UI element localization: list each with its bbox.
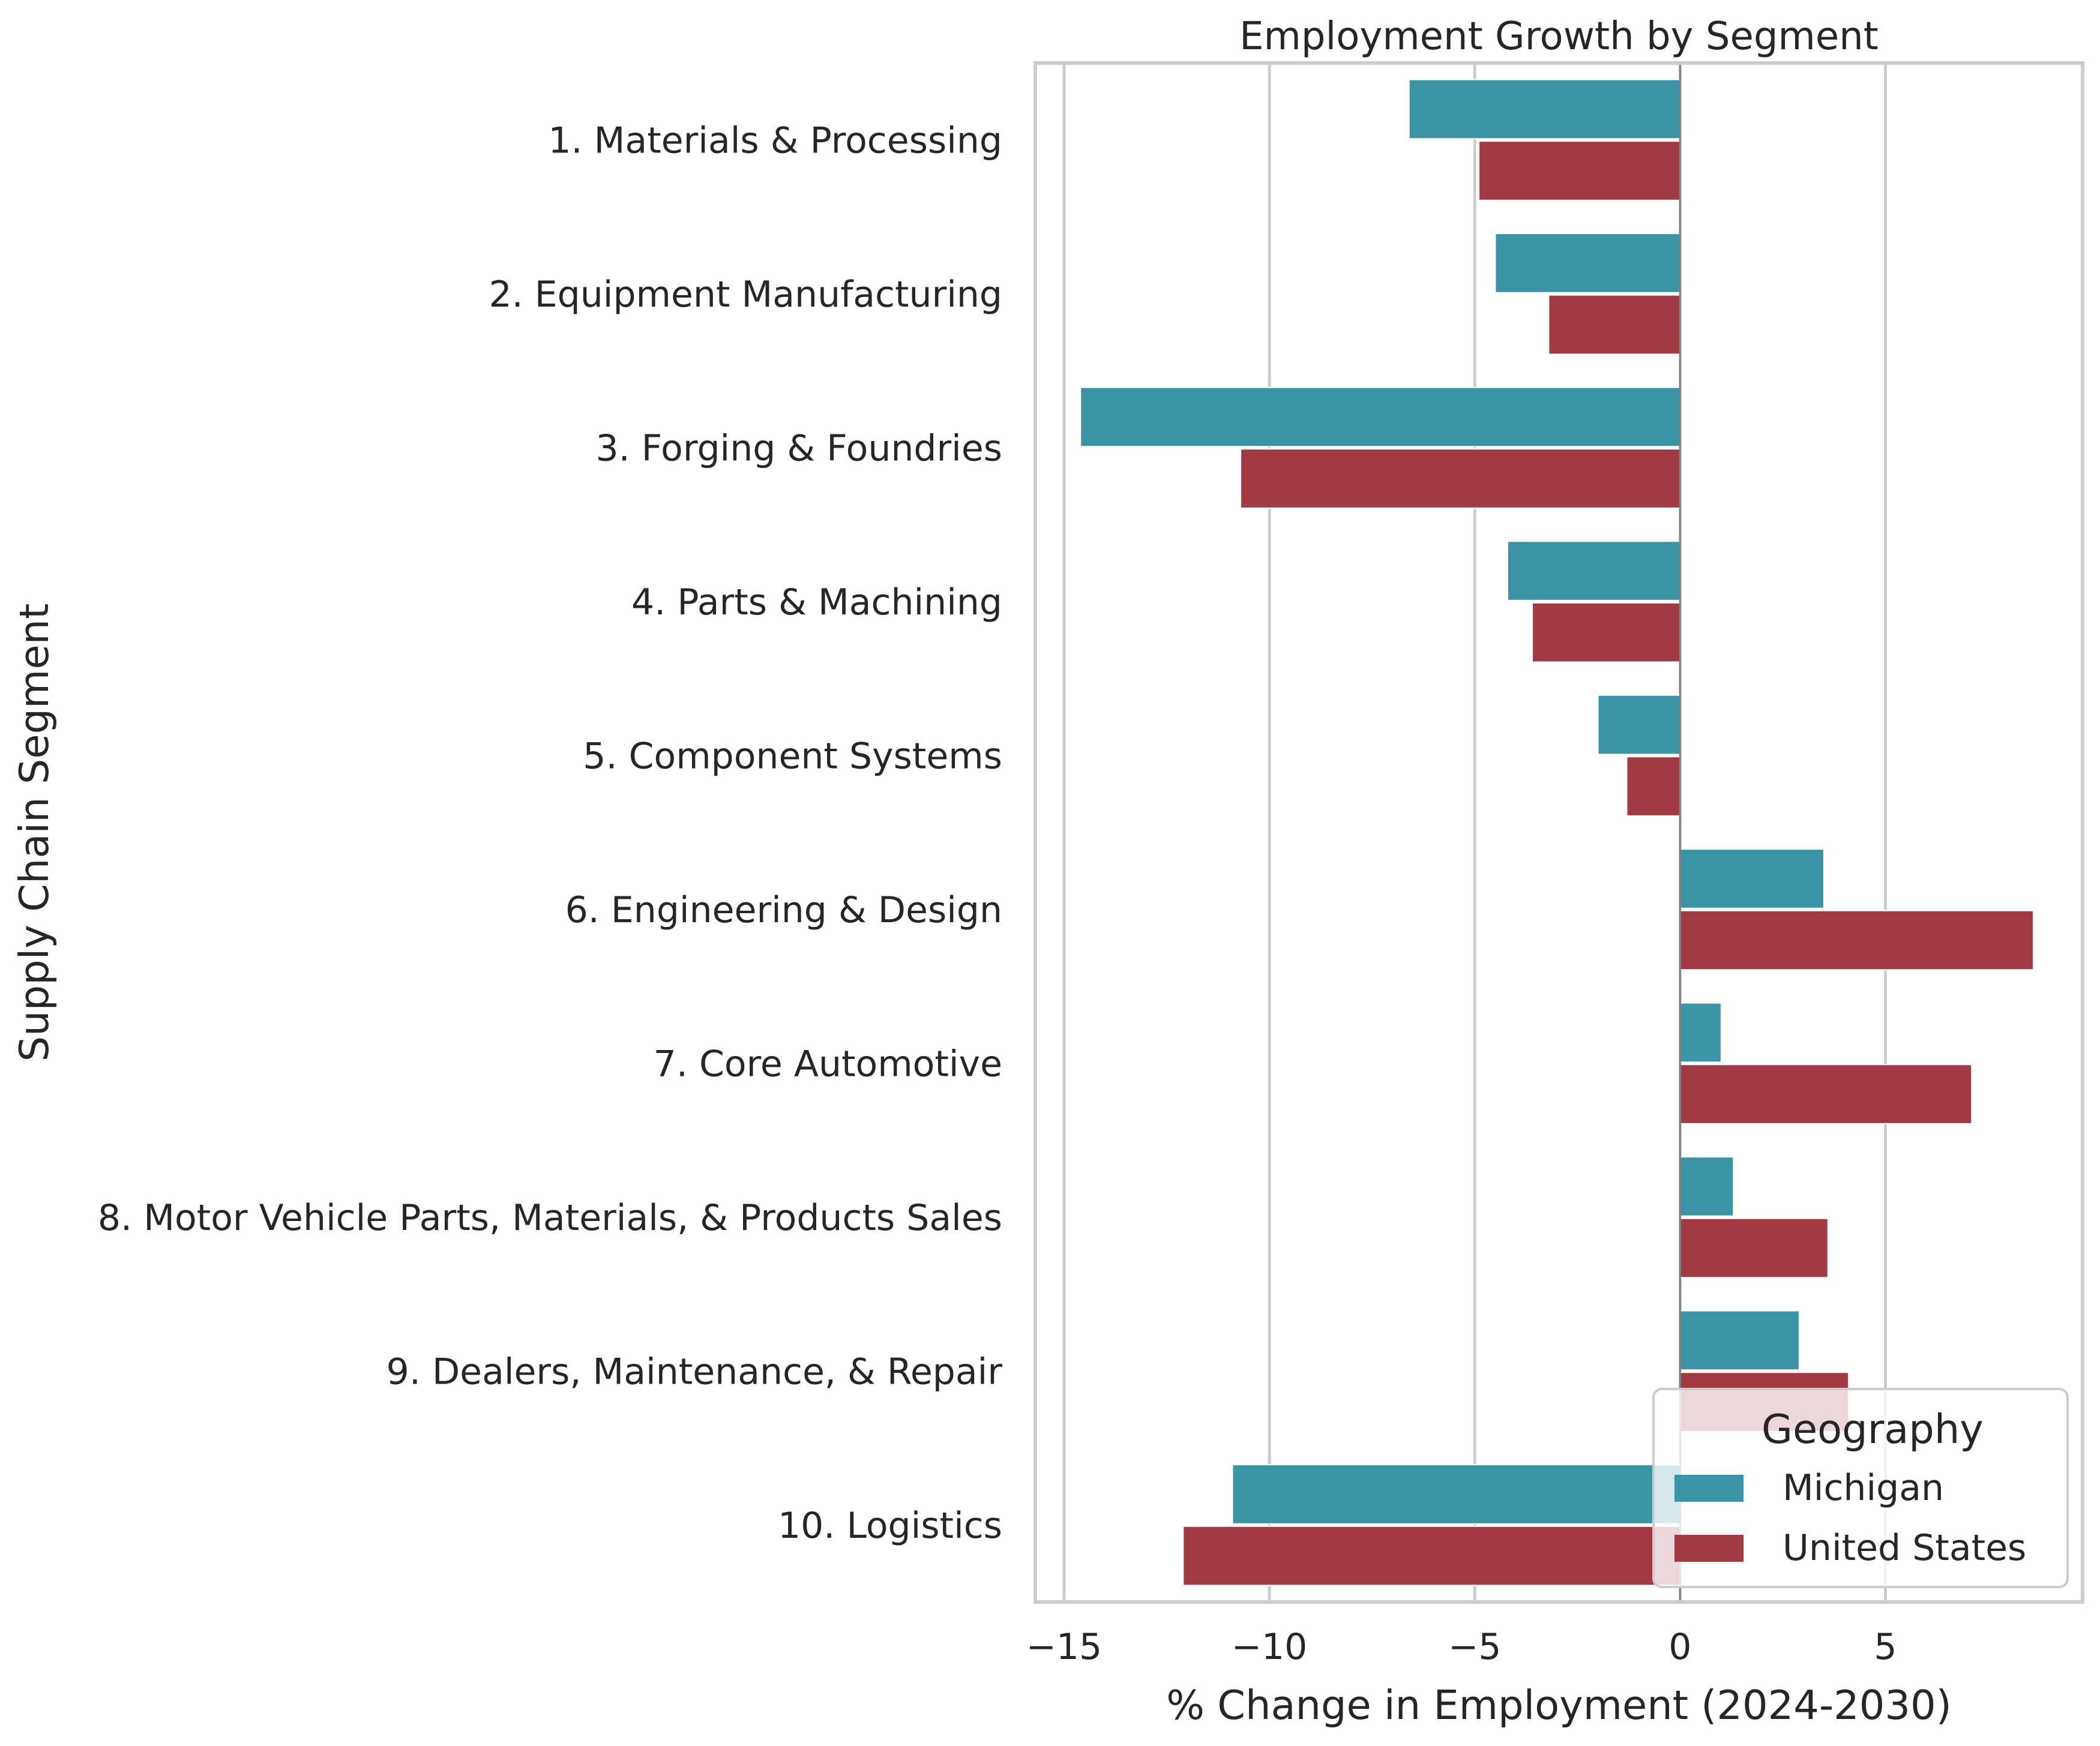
category-label: 5. Component Systems bbox=[583, 735, 1002, 777]
x-tick-label: −15 bbox=[1026, 1626, 1103, 1668]
category-label: 8. Motor Vehicle Parts, Materials, & Pro… bbox=[98, 1197, 1002, 1239]
category-label: 7. Core Automotive bbox=[654, 1043, 1002, 1085]
category-labels: 1. Materials & Processing 2. Equipment Ma… bbox=[98, 119, 1002, 1547]
bar-michigan bbox=[1232, 1464, 1681, 1525]
legend-box bbox=[1652, 1388, 2069, 1588]
x-tick-label: −5 bbox=[1448, 1626, 1501, 1668]
x-tick-label: 5 bbox=[1874, 1626, 1897, 1668]
x-tick-labels: −15 −10 −5 0 5 bbox=[1026, 1626, 1897, 1668]
bar-united-states bbox=[1679, 910, 2034, 971]
y-axis-label: Supply Chain Segment bbox=[11, 604, 58, 1062]
legend-label: Michigan bbox=[1783, 1467, 1944, 1509]
bar-michigan bbox=[1679, 1310, 1800, 1371]
category-label: 10. Logistics bbox=[778, 1505, 1002, 1547]
legend: Geography Michigan United States bbox=[1652, 1388, 2069, 1588]
legend-label: United States bbox=[1783, 1527, 2026, 1569]
bar-united-states bbox=[1478, 140, 1681, 201]
chart-title: Employment Growth by Segment bbox=[1239, 14, 1879, 59]
bar-united-states bbox=[1679, 1217, 1829, 1279]
bar-united-states bbox=[1240, 448, 1681, 509]
bar-united-states bbox=[1626, 756, 1681, 817]
bar-michigan bbox=[1597, 694, 1681, 755]
bar-michigan bbox=[1679, 848, 1825, 909]
bar-michigan bbox=[1679, 1002, 1722, 1063]
legend-swatch bbox=[1674, 1475, 1743, 1502]
x-tick-label: −10 bbox=[1232, 1626, 1308, 1668]
category-label: 6. Engineering & Design bbox=[565, 889, 1002, 931]
bar-united-states bbox=[1548, 294, 1681, 355]
legend-items: Michigan United States bbox=[1674, 1467, 2026, 1569]
bar-united-states bbox=[1532, 602, 1681, 663]
x-axis-label: % Change in Employment (2024-2030) bbox=[1166, 1682, 1952, 1729]
bar-michigan bbox=[1408, 79, 1681, 140]
bar-united-states bbox=[1679, 1064, 1973, 1124]
plot-frame bbox=[1033, 61, 2084, 1604]
x-tick-label: 0 bbox=[1668, 1626, 1691, 1668]
bar-michigan bbox=[1080, 386, 1681, 448]
legend-title: Geography bbox=[1762, 1406, 1984, 1453]
bar-michigan bbox=[1679, 1156, 1734, 1217]
bar-michigan bbox=[1506, 541, 1681, 601]
category-label: 2. Equipment Manufacturing bbox=[489, 274, 1002, 316]
bar-united-states bbox=[1182, 1525, 1681, 1586]
category-label: 1. Materials & Processing bbox=[548, 119, 1002, 161]
category-label: 4. Parts & Machining bbox=[631, 581, 1002, 623]
category-label: 3. Forging & Foundries bbox=[595, 427, 1002, 469]
legend-swatch bbox=[1674, 1535, 1743, 1562]
bar-michigan bbox=[1494, 233, 1681, 293]
category-label: 9. Dealers, Maintenance, & Repair bbox=[387, 1351, 1003, 1393]
